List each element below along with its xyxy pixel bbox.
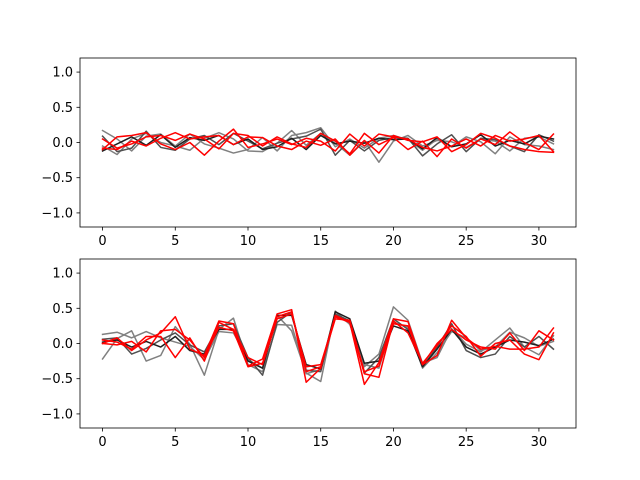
axes-1: 0 5 10 15 20 25 30 −1.0 −0.5 0.0 0.5 1.0 — [41, 57, 577, 249]
x-tick-label: 20 — [385, 234, 402, 249]
y-tick-label: 0.5 — [52, 302, 73, 317]
series-line-2-2 — [101, 310, 555, 383]
y-tick-label: −0.5 — [41, 372, 73, 387]
x-tick-label: 30 — [531, 234, 548, 249]
y-tick-label: −0.5 — [41, 171, 73, 186]
series-line-1-6 — [101, 131, 555, 158]
series-line-1-4 — [101, 134, 555, 152]
y-tick-label: 0.0 — [52, 337, 73, 352]
x-tick-label: 25 — [458, 234, 475, 249]
x-tick-label: 30 — [531, 435, 548, 450]
y-tick-label: −1.0 — [41, 206, 73, 221]
x-tick-label: 15 — [312, 234, 329, 249]
x-tick-label: 15 — [312, 435, 329, 450]
y-tick-label: 1.0 — [52, 267, 73, 282]
y-tick-label: 0.0 — [52, 136, 73, 151]
series-line-2-7 — [101, 311, 555, 373]
x-tick-label: 5 — [171, 435, 179, 450]
series-line-1-7 — [101, 131, 555, 156]
axes-2: 0 5 10 15 20 25 30 −1.0 −0.5 0.0 0.5 1.0 — [41, 258, 577, 450]
x-tick-label: 25 — [458, 435, 475, 450]
x-tick-label: 0 — [98, 234, 106, 249]
x-tick-label: 5 — [171, 234, 179, 249]
x-tick-label: 0 — [98, 435, 106, 450]
x-tick-label: 20 — [385, 435, 402, 450]
x-tick-label: 10 — [240, 435, 257, 450]
x-tick-label: 10 — [240, 234, 257, 249]
series-line-1-5 — [101, 128, 555, 156]
y-tick-label: 1.0 — [52, 66, 73, 81]
y-tick-label: −1.0 — [41, 407, 73, 422]
y-tick-label: 0.5 — [52, 101, 73, 116]
